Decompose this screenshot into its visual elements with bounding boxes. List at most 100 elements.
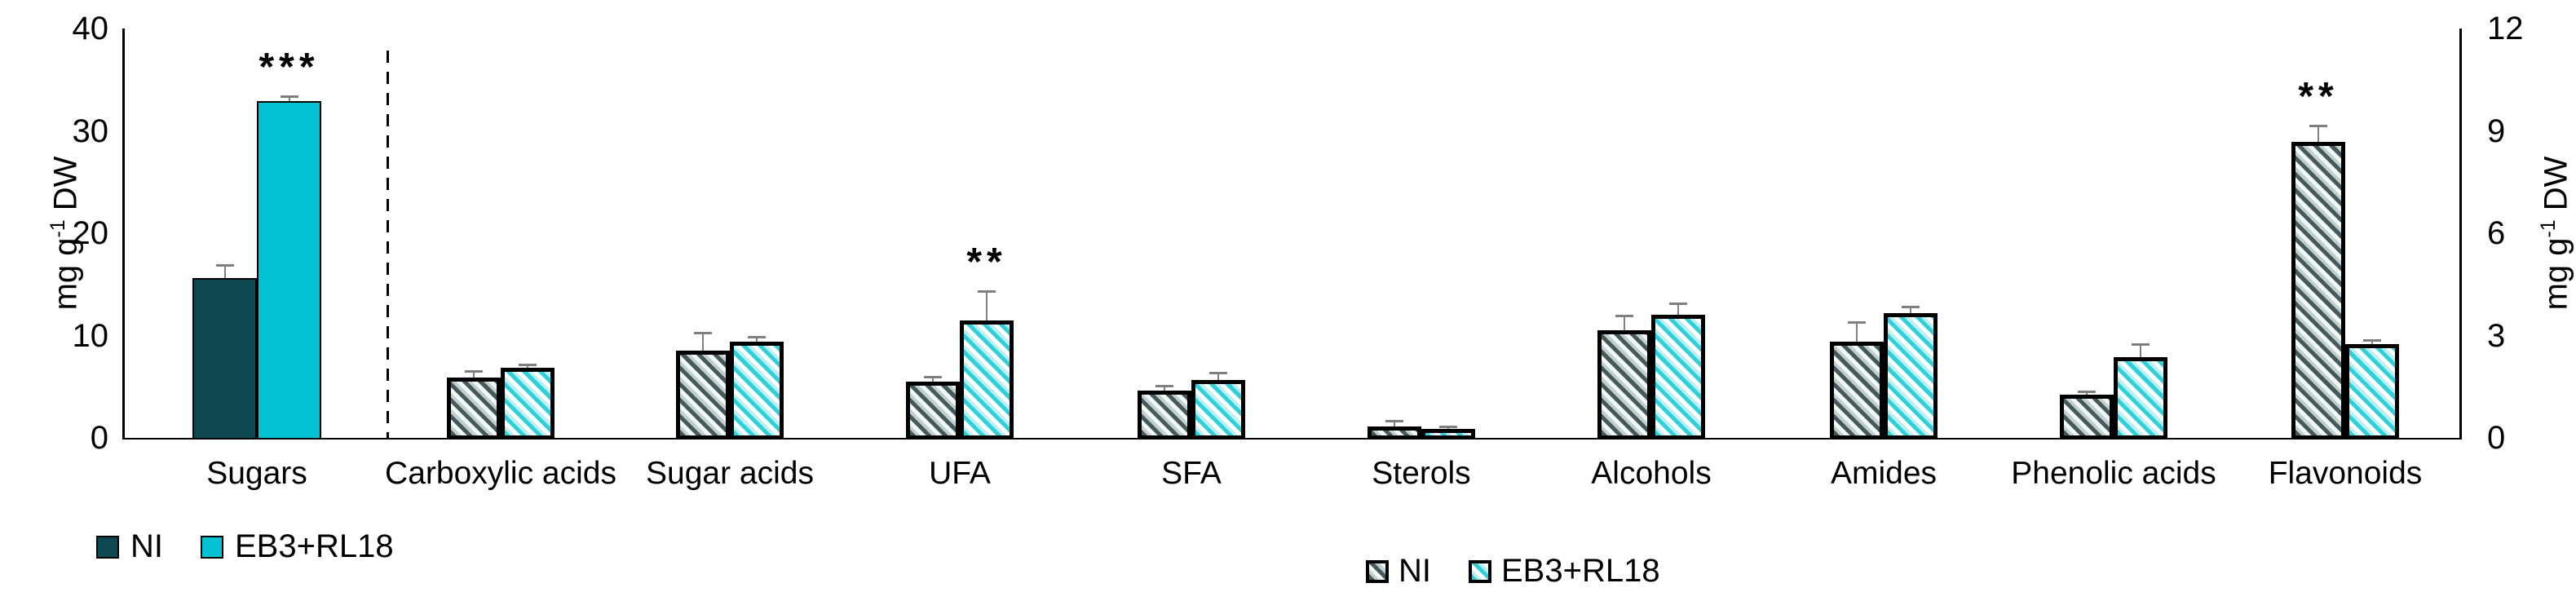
series-divider-dashed-line — [387, 51, 389, 438]
left-y-axis-line — [122, 29, 125, 440]
error-bar-cap-phenolic-acids-eb3-rl18 — [2132, 342, 2150, 346]
legend-label-ni-solid: NI — [130, 528, 163, 564]
significance-ufa-eb3-rl18: ** — [966, 240, 1007, 284]
right-axis-title-post: DW — [2538, 156, 2574, 220]
x-axis-line — [122, 438, 2462, 440]
legend-swatch-ni-solid — [96, 535, 119, 559]
error-bar-sugar-acids-eb3-rl18 — [756, 338, 758, 342]
error-bar-amides-ni — [1856, 323, 1858, 342]
error-bar-cap-amides-ni — [1848, 321, 1866, 325]
error-bar-cap-sugars-ni — [215, 264, 234, 267]
error-bar-cap-sterols-eb3-rl18 — [1439, 425, 1457, 428]
legend-item-ni-hatched: NI — [1366, 553, 1431, 590]
right-axis-tick-6: 6 — [2487, 215, 2506, 251]
significance-flavonoids-ni: ** — [2298, 75, 2339, 119]
error-bar-cap-flavonoids-ni — [2309, 125, 2327, 128]
right-axis-title-pre: mg g — [2538, 237, 2574, 311]
error-bar-cap-alcohols-eb3-rl18 — [1669, 303, 1687, 306]
error-bar-sfa-ni — [1164, 387, 1165, 391]
legend-item-eb3-solid: EB3+RL18 — [201, 528, 394, 565]
right-axis-tick-3: 3 — [2487, 317, 2506, 354]
bar-sterols-ni — [1368, 426, 1421, 440]
legend-item-ni-solid: NI — [96, 528, 163, 565]
error-bar-cap-sfa-eb3-rl18 — [1209, 372, 1227, 375]
left-axis-tick-30: 30 — [72, 113, 109, 149]
error-bar-cap-sfa-ni — [1155, 385, 1173, 388]
error-bar-phenolic-acids-eb3-rl18 — [2140, 344, 2141, 358]
error-bar-sterols-ni — [1394, 421, 1395, 426]
legend-label-eb3-hatched: EB3+RL18 — [1501, 553, 1660, 589]
error-bar-sugars-eb3-rl18 — [288, 97, 290, 102]
bar-sfa-eb3-rl18 — [1191, 379, 1245, 440]
error-bar-ufa-eb3-rl18 — [986, 291, 988, 321]
bar-phenolic-acids-eb3-rl18 — [2114, 357, 2167, 440]
error-bar-flavonoids-ni — [2318, 126, 2319, 142]
category-label-ufa: UFA — [929, 456, 991, 491]
error-bar-alcohols-eb3-rl18 — [1677, 304, 1679, 315]
left-axis-tick-40: 40 — [72, 11, 109, 46]
error-bar-cap-alcohols-ni — [1615, 315, 1633, 318]
bar-sugar-acids-eb3-rl18 — [730, 342, 784, 440]
category-label-sugars: Sugars — [206, 456, 307, 491]
legend-hatched-series: NI EB3+RL18 — [1366, 553, 1698, 590]
error-bar-cap-amides-eb3-rl18 — [1902, 305, 1920, 308]
significance-sugars-eb3-rl18: *** — [258, 46, 320, 90]
bar-alcohols-eb3-rl18 — [1651, 314, 1705, 440]
right-axis-title: mg g-1 DW — [2530, 95, 2574, 372]
error-bar-cap-flavonoids-eb3-rl18 — [2363, 339, 2381, 342]
bar-sfa-ni — [1138, 391, 1191, 440]
error-bar-sugars-ni — [223, 266, 226, 279]
error-bar-phenolic-acids-ni — [2086, 391, 2088, 395]
error-bar-cap-sugar-acids-ni — [694, 331, 712, 334]
left-axis-title-post: DW — [47, 156, 84, 220]
right-axis-tick-0: 0 — [2487, 420, 2506, 456]
category-label-amides: Amides — [1830, 456, 1938, 491]
right-axis-tick-12: 12 — [2487, 11, 2524, 46]
right-axis-tick-9: 9 — [2487, 113, 2506, 149]
legend-solid-series: NI EB3+RL18 — [96, 528, 431, 565]
bar-ufa-ni — [906, 382, 960, 440]
legend-swatch-ni-hatched — [1366, 559, 1389, 583]
error-bar-sterols-eb3-rl18 — [1447, 426, 1449, 430]
error-bar-cap-sugar-acids-eb3-rl18 — [748, 336, 766, 339]
category-label-carboxylic-acids: Carboxylic acids — [385, 456, 616, 491]
category-label-phenolic-acids: Phenolic acids — [2011, 456, 2216, 491]
bar-carboxylic-acids-eb3-rl18 — [501, 368, 555, 440]
bar-amides-eb3-rl18 — [1884, 312, 1938, 440]
bar-carboxylic-acids-ni — [447, 378, 501, 440]
bar-phenolic-acids-ni — [2060, 394, 2114, 440]
bar-ufa-eb3-rl18 — [960, 320, 1014, 440]
right-y-axis-line — [2459, 29, 2462, 440]
bar-sugar-acids-ni — [676, 350, 730, 440]
category-label-alcohols: Alcohols — [1591, 456, 1712, 491]
bar-flavonoids-ni — [2291, 141, 2345, 440]
right-axis-title-sup: -1 — [2538, 219, 2560, 238]
legend-swatch-eb3-solid — [201, 535, 223, 559]
error-bar-ufa-ni — [932, 378, 934, 382]
bar-alcohols-ni — [1597, 329, 1651, 440]
error-bar-flavonoids-eb3-rl18 — [2371, 341, 2373, 344]
error-bar-cap-sterols-ni — [1385, 419, 1403, 422]
error-bar-sugar-acids-ni — [702, 333, 704, 351]
left-axis-tick-20: 20 — [72, 215, 109, 251]
error-bar-cap-phenolic-acids-ni — [2078, 390, 2096, 393]
error-bar-carboxylic-acids-ni — [473, 371, 475, 378]
category-label-sterols: Sterols — [1372, 456, 1471, 491]
left-axis-tick-10: 10 — [72, 317, 109, 354]
error-bar-cap-carboxylic-acids-ni — [465, 369, 483, 373]
bar-sugars-eb3-rl18 — [257, 101, 321, 440]
legend-label-eb3-solid: EB3+RL18 — [235, 528, 394, 564]
left-axis-tick-0: 0 — [90, 420, 108, 456]
legend-swatch-eb3-hatched — [1469, 559, 1491, 583]
error-bar-amides-eb3-rl18 — [1910, 307, 1911, 313]
category-label-sfa: SFA — [1161, 456, 1222, 491]
legend-label-ni-hatched: NI — [1398, 553, 1431, 589]
legend-item-eb3-hatched: EB3+RL18 — [1469, 553, 1660, 590]
error-bar-carboxylic-acids-eb3-rl18 — [527, 364, 528, 369]
error-bar-alcohols-ni — [1624, 316, 1625, 330]
error-bar-cap-carboxylic-acids-eb3-rl18 — [519, 363, 537, 366]
bar-sterols-eb3-rl18 — [1421, 429, 1475, 440]
bar-flavonoids-eb3-rl18 — [2345, 343, 2399, 440]
error-bar-sfa-eb3-rl18 — [1217, 373, 1219, 380]
